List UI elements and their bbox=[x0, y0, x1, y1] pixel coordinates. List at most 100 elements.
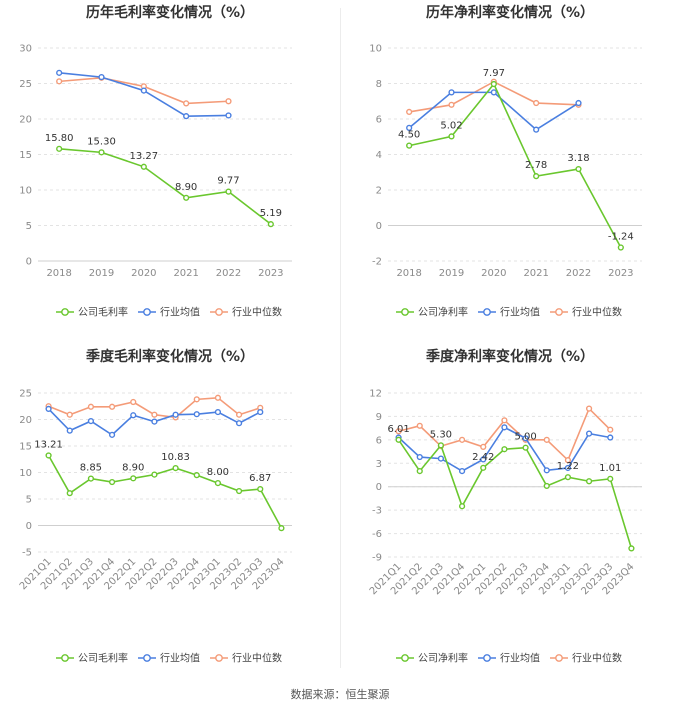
y-tick-label: -9 bbox=[372, 553, 382, 564]
data-label: 8.90 bbox=[122, 462, 144, 473]
annual-gross-margin-chart: 历年毛利率变化情况（%） 0 5 10 15 20 25 30 2018 2019 2020 2021… bbox=[0, 0, 340, 345]
data-label: 15.30 bbox=[87, 136, 116, 147]
data-point-industry-avg bbox=[564, 464, 572, 472]
data-point-industry-median bbox=[66, 411, 73, 418]
data-point-industry-median bbox=[607, 426, 614, 433]
data-point-industry-avg bbox=[214, 408, 222, 416]
y-tick-label: 0 bbox=[376, 482, 382, 493]
data-point-company bbox=[267, 221, 274, 228]
data-label: 8.85 bbox=[80, 463, 102, 474]
legend-item-company: 公司净利率 bbox=[396, 306, 468, 319]
y-tick-label: 15 bbox=[19, 442, 32, 453]
x-tick-label: 2022 bbox=[566, 268, 591, 279]
y-tick-label: -6 bbox=[372, 529, 382, 540]
data-point-company bbox=[130, 475, 137, 482]
data-point-industry-median bbox=[543, 436, 550, 443]
y-tick-label: 30 bbox=[19, 44, 32, 55]
annual-net-margin-chart: 历年净利率变化情况（%） -2 0 2 4 6 8 10 2018 2019 2020 2021 202… bbox=[340, 0, 680, 345]
data-point-industry-median bbox=[395, 428, 402, 435]
y-tick-label: 15 bbox=[19, 150, 32, 161]
data-point-industry-median bbox=[193, 396, 200, 403]
data-point-company bbox=[151, 471, 158, 478]
data-point-industry-avg bbox=[501, 424, 508, 431]
data-point-company bbox=[416, 467, 423, 475]
legend-marker-icon bbox=[483, 654, 491, 662]
legend-marker-icon bbox=[401, 654, 409, 662]
data-label: 5.30 bbox=[430, 429, 452, 440]
data-point-industry-median bbox=[406, 108, 413, 116]
legend-marker-icon bbox=[215, 654, 223, 662]
data-point-industry-avg bbox=[543, 467, 550, 474]
data-label: 1.22 bbox=[557, 461, 579, 472]
data-point-company bbox=[458, 503, 466, 510]
x-tick-label: 2023 bbox=[608, 268, 633, 279]
data-label: 5.00 bbox=[514, 432, 536, 443]
y-tick-label: 10 bbox=[19, 468, 32, 479]
legend-label: 行业均值 bbox=[500, 652, 540, 665]
y-tick-label: 12 bbox=[369, 389, 382, 400]
y-tick-label: 4 bbox=[376, 150, 382, 161]
x-tick-label: 2018 bbox=[46, 268, 71, 279]
legend-item-industry-avg: 行业均值 bbox=[478, 306, 540, 319]
y-tick-label: -3 bbox=[372, 506, 382, 517]
y-tick-label: 6 bbox=[376, 115, 382, 126]
data-point-company bbox=[628, 545, 635, 552]
y-tick-label: 0 bbox=[26, 521, 32, 532]
legend-marker-icon bbox=[215, 308, 223, 316]
data-point-company bbox=[140, 163, 147, 170]
x-tick-label: 2019 bbox=[439, 268, 464, 279]
chart-title: 历年毛利率变化情况（%） bbox=[86, 4, 254, 21]
legend-marker-icon bbox=[555, 308, 563, 316]
legend-item-industry-avg: 行业均值 bbox=[478, 652, 540, 665]
data-point-industry-avg bbox=[140, 87, 147, 94]
legend-label: 行业均值 bbox=[160, 652, 200, 665]
data-point-company bbox=[235, 487, 243, 495]
legend-label: 行业中位数 bbox=[572, 306, 622, 319]
series-line-company bbox=[47, 455, 283, 529]
data-point-company bbox=[108, 478, 116, 486]
data-label: 2.42 bbox=[472, 452, 494, 463]
data-point-company bbox=[183, 194, 190, 201]
legend-item-company: 公司毛利率 bbox=[56, 652, 128, 665]
legend-item-industry-median: 行业中位数 bbox=[210, 652, 282, 665]
data-point-industry-avg bbox=[56, 69, 63, 76]
data-label: 10.83 bbox=[161, 452, 190, 463]
series-line-company bbox=[408, 82, 622, 248]
legend-marker-icon bbox=[555, 654, 563, 662]
legend-label: 公司毛利率 bbox=[78, 306, 128, 319]
data-point-industry-median bbox=[225, 98, 232, 105]
data-point-company bbox=[575, 165, 582, 173]
data-label: 2.78 bbox=[525, 160, 547, 171]
data-point-industry-avg bbox=[193, 411, 200, 418]
y-tick-label: 8 bbox=[376, 79, 382, 90]
data-point-company bbox=[533, 173, 540, 180]
data-point-industry-median bbox=[480, 443, 487, 450]
legend-item-industry-median: 行业中位数 bbox=[210, 306, 282, 319]
data-point-company bbox=[490, 80, 497, 88]
y-tick-label: -2 bbox=[372, 257, 382, 268]
data-point-industry-median bbox=[183, 100, 190, 107]
data-label: 15.80 bbox=[45, 133, 74, 144]
quarterly-gross-margin-svg: 季度毛利率变化情况（%）-505101520252021Q12021Q22021… bbox=[18, 348, 292, 665]
data-point-company bbox=[257, 485, 264, 493]
legend-marker-icon bbox=[401, 308, 409, 316]
legend-label: 公司毛利率 bbox=[78, 652, 128, 665]
y-tick-label: 10 bbox=[369, 44, 382, 55]
y-tick-label: 5 bbox=[26, 495, 32, 506]
chart-title: 历年净利率变化情况（%） bbox=[426, 4, 594, 21]
data-point-industry-avg bbox=[437, 455, 445, 462]
data-point-industry-median bbox=[108, 403, 116, 410]
legend-item-industry-median: 行业中位数 bbox=[550, 306, 622, 319]
data-point-company bbox=[480, 464, 487, 471]
legend-label: 行业中位数 bbox=[572, 652, 622, 665]
data-point-industry-median bbox=[458, 436, 466, 443]
data-point-industry-median bbox=[56, 78, 63, 85]
data-point-industry-median bbox=[501, 417, 508, 424]
data-point-industry-median bbox=[585, 405, 593, 412]
x-tick-label: 2018 bbox=[396, 268, 421, 279]
data-point-company bbox=[501, 446, 508, 453]
y-tick-label: 20 bbox=[19, 415, 32, 426]
data-point-company bbox=[98, 149, 105, 156]
legend-label: 行业中位数 bbox=[232, 306, 282, 319]
data-point-industry-median bbox=[448, 101, 455, 108]
